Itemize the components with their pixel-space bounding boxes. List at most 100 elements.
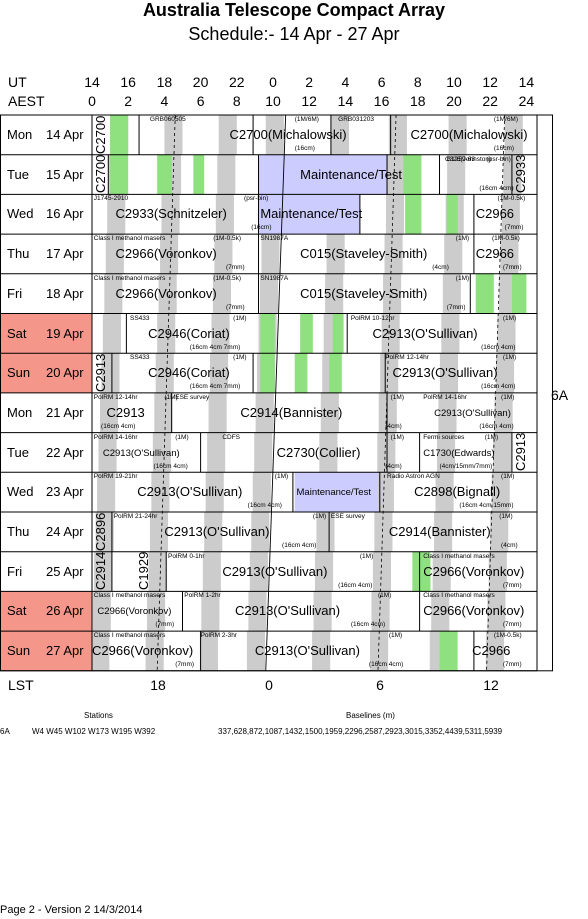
schedule-block-label: C2966(Voronkov) <box>97 606 172 618</box>
grey-band <box>319 432 338 473</box>
schedule-block-label: (4cm) <box>385 422 402 430</box>
grey-band <box>485 631 504 671</box>
day-date: 27 Apr <box>46 643 84 659</box>
aest-hour-9: 18 <box>410 93 426 109</box>
schedule-block-label: B1259-63 <box>446 155 475 163</box>
ut-hour-6: 2 <box>305 74 314 90</box>
grey-band <box>370 631 389 671</box>
aest-hour-11: 22 <box>482 93 498 109</box>
grey-band <box>97 472 116 512</box>
grey-band <box>314 551 334 592</box>
aest-hour-4: 8 <box>232 93 241 109</box>
grey-band <box>251 512 270 552</box>
schedule-block-label: (16cm 4cm) <box>338 581 373 589</box>
schedule-block-label: (1M) <box>233 314 247 322</box>
grey-band <box>432 551 451 592</box>
schedule-block-label: (16cm 4cm 7mm) <box>189 343 241 351</box>
grey-band <box>211 313 230 354</box>
green-band <box>332 313 344 354</box>
schedule-block-label: (7mm) <box>502 581 522 589</box>
grey-band <box>201 591 220 632</box>
grey-band <box>202 551 221 592</box>
schedule-block-label: SS433 <box>130 354 150 362</box>
green-band <box>300 313 313 354</box>
schedule-block-label: (16cm 4cm) <box>368 661 404 669</box>
grey-band <box>208 392 227 433</box>
grey-band <box>214 234 233 274</box>
grey-band <box>326 234 345 274</box>
grey-band <box>101 353 120 393</box>
schedule-block-label: C2914(Bannister) <box>240 404 343 420</box>
schedule-block-label: C2700 <box>93 155 108 194</box>
grey-band <box>107 194 126 235</box>
grey-band <box>504 115 523 155</box>
schedule-grid <box>0 114 553 672</box>
aest-label: AEST <box>8 93 45 109</box>
grey-band <box>441 313 460 354</box>
weekend-day-cell <box>0 353 92 393</box>
schedule-block-label: (1M/6M) <box>493 116 519 123</box>
schedule-block-label: SN1987A <box>260 235 289 243</box>
grey-band <box>501 194 520 235</box>
weekend-day-cell <box>0 591 92 632</box>
grey-band <box>102 313 121 354</box>
schedule-block-label: C2966 <box>472 643 511 659</box>
stations-list: W4 W45 W102 W173 W195 W392 <box>32 727 156 736</box>
schedule-block-label: (7mm) <box>504 224 524 232</box>
schedule-block-label: C2946(Coriat) <box>148 325 230 341</box>
green-band <box>260 353 275 393</box>
schedule-block-label: C2913 <box>512 432 528 472</box>
aest-hour-12: 24 <box>518 93 535 109</box>
day-date: 23 Apr <box>46 484 84 500</box>
day-date: 17 Apr <box>46 246 84 262</box>
ut-hour-3: 20 <box>192 74 209 90</box>
grey-band <box>436 432 456 473</box>
schedule-block-label: C2966(Voronkov) <box>115 246 217 262</box>
grey-band <box>249 551 268 592</box>
schedule-block-label: PolRM 12-14hr <box>385 354 429 362</box>
schedule-block-label: Class I methanol masers <box>93 274 166 282</box>
schedule-block-label: Maintenance/Test <box>296 487 371 499</box>
day-of-week: Sat <box>7 603 27 619</box>
ut-label: UT <box>8 74 27 90</box>
grey-band <box>158 273 177 314</box>
day-of-week: Sun <box>7 365 31 381</box>
schedule-block-label: PolRM 21-24hr <box>113 513 158 520</box>
version-footer: Page 2 - Version 2 14/3/2014 <box>0 904 143 916</box>
grey-band <box>372 551 392 592</box>
grey-band <box>447 154 466 195</box>
day-date: 14 Apr <box>46 127 84 142</box>
grey-band <box>155 353 174 393</box>
grey-band <box>217 154 236 195</box>
grey-band <box>491 472 510 512</box>
schedule-block-label: C2913(O'Sullivan) <box>392 365 498 381</box>
grey-band <box>448 115 467 155</box>
day-date: 15 Apr <box>46 166 84 182</box>
ut-hour-5: 0 <box>269 74 277 90</box>
page-subtitle: Schedule:- 14 Apr - 27 Apr <box>188 24 400 44</box>
schedule-block-label: C015(Staveley-Smith) <box>300 285 428 301</box>
day-of-week: Fri <box>7 285 23 301</box>
lst-tick-0: 18 <box>150 677 166 693</box>
grey-band <box>384 234 403 274</box>
schedule-block-label: (1M) <box>233 354 247 362</box>
grey-band <box>383 273 402 314</box>
schedule-block-label: C2966 <box>475 246 515 262</box>
schedule-block-label: PolRM 12-14hr <box>93 393 138 401</box>
grey-band <box>254 432 273 473</box>
day-of-week: Wed <box>7 484 34 500</box>
day-of-week: Sat <box>7 325 27 341</box>
ut-hour-2: 18 <box>156 74 173 90</box>
schedule-block-label: C2913(O'Sullivan) <box>102 447 180 459</box>
green-band <box>439 631 458 671</box>
schedule-block-label: C2913 <box>106 404 145 420</box>
schedule-block-label: PolRM 1-2hr <box>184 592 221 600</box>
schedule-block-label: ESE survey <box>330 513 365 520</box>
weekend-day-cell <box>0 631 92 671</box>
aest-hour-0: 0 <box>88 93 96 109</box>
weekend-day-cell <box>0 313 92 354</box>
ut-hour-1: 16 <box>120 74 136 90</box>
maintenance-band <box>258 154 388 195</box>
schedule-block-label: (16cm 4cm) <box>247 502 282 510</box>
schedule-block-label: (1M) <box>377 592 392 600</box>
